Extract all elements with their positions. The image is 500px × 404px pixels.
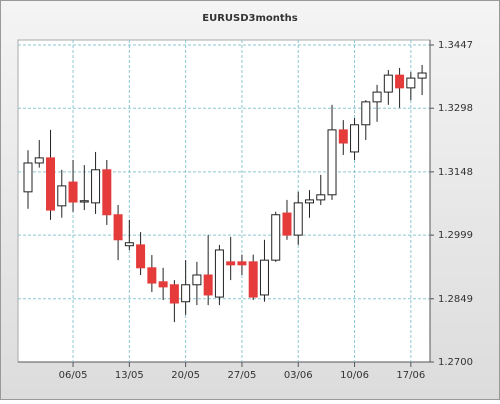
candle-body	[23, 162, 33, 193]
candle-body	[57, 185, 67, 207]
candle-body	[226, 261, 236, 266]
candle-body	[372, 91, 382, 103]
candle-body	[113, 214, 123, 241]
candle-body	[46, 157, 56, 211]
candle-body	[192, 274, 202, 286]
x-tick-label: 20/05	[171, 370, 200, 381]
candle-body	[350, 124, 360, 153]
y-tick-label: 1.3298	[438, 103, 473, 114]
candle-body	[395, 74, 405, 89]
candle-body	[417, 72, 427, 79]
candle-body	[158, 281, 168, 288]
x-tick-label: 13/05	[115, 370, 144, 381]
candle-body	[327, 129, 337, 196]
y-tick-label: 1.2999	[438, 230, 473, 241]
candle-body	[147, 267, 157, 284]
candle-body	[282, 212, 292, 236]
candle-body	[214, 249, 224, 298]
y-tick-label: 1.3447	[438, 40, 473, 51]
candle-body	[316, 194, 326, 201]
candle-body	[181, 284, 191, 303]
candle-body	[34, 157, 44, 164]
candle-body	[259, 259, 269, 296]
candle-body	[248, 261, 258, 298]
x-tick-label: 27/05	[228, 370, 257, 381]
candle-body	[237, 261, 247, 266]
candle-body	[136, 244, 146, 269]
x-tick-label: 10/06	[340, 370, 369, 381]
y-tick-label: 1.3148	[438, 167, 473, 178]
chart-title: EURUSD3months	[202, 13, 298, 24]
candle-body	[406, 77, 416, 89]
y-tick-label: 1.2849	[438, 294, 473, 305]
candle-body	[203, 274, 213, 296]
candle-body	[91, 169, 101, 204]
x-tick-label: 03/06	[284, 370, 313, 381]
candle-body	[361, 101, 371, 126]
candle-body	[383, 74, 393, 93]
candle-body	[68, 181, 78, 203]
candle-body	[124, 242, 134, 247]
candle-body	[169, 284, 179, 304]
candle-body	[79, 200, 89, 203]
x-tick-label: 17/06	[396, 370, 425, 381]
x-tick-label: 06/05	[59, 370, 88, 381]
y-tick-label: 1.2700	[438, 357, 473, 368]
candle-body	[271, 214, 281, 261]
candle-body	[338, 129, 348, 144]
candle-body	[102, 169, 112, 216]
candle-body	[293, 202, 303, 236]
candle-body	[305, 199, 314, 204]
